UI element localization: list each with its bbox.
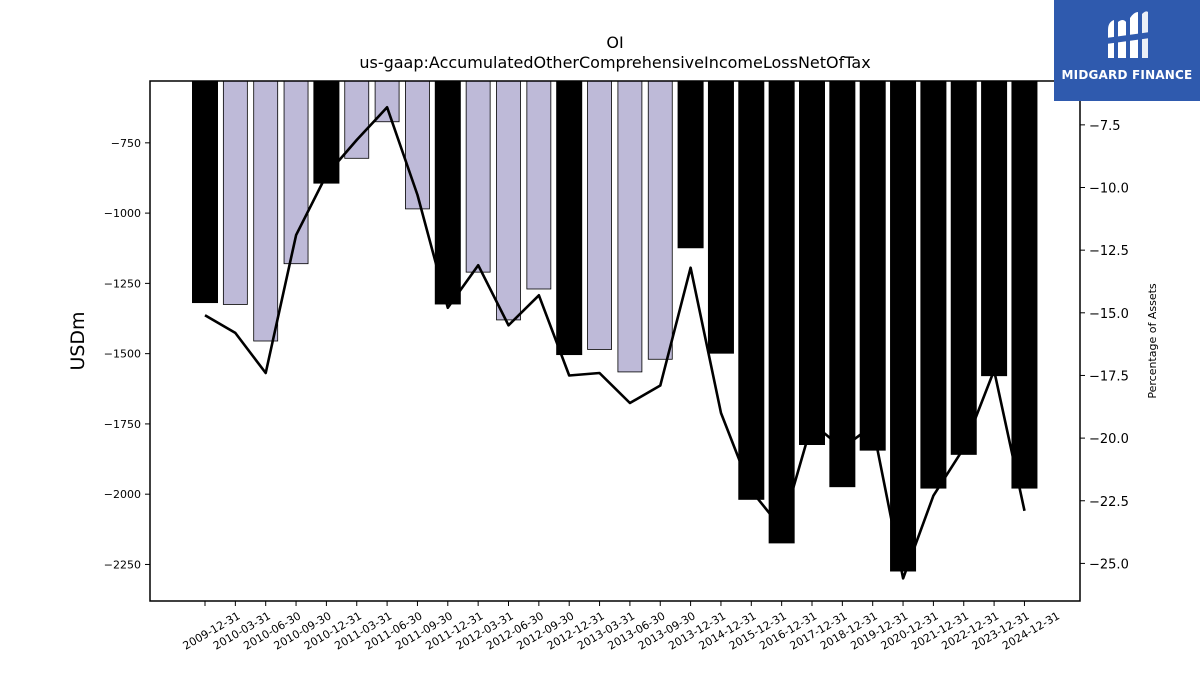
- bar-2012-09-30: [526, 80, 552, 290]
- bar-2015-12-31: [738, 81, 765, 500]
- bar-2021-12-31: [920, 81, 947, 489]
- y-axis-label: USDm: [67, 311, 89, 370]
- bar-2012-12-31: [556, 81, 583, 356]
- y2-axis: −7.5 −10.0 −12.5 −15.0 −17.5 −20.0 −22.5 −25.0: [1080, 119, 1129, 572]
- y2-tick-label: −25.0: [1089, 557, 1129, 572]
- bar-2013-09-30: [647, 80, 673, 360]
- y-tick-label: −2250: [104, 558, 141, 571]
- bar-2017-12-31: [799, 81, 825, 445]
- y-tick-label: −1750: [104, 418, 141, 431]
- chart-subtitle: us-gaap:AccumulatedOtherComprehensiveInc…: [359, 53, 870, 72]
- bar-2011-12-31: [434, 81, 461, 305]
- midgard-logo-icon: [1106, 11, 1150, 59]
- bar-2016-12-31: [768, 81, 795, 544]
- brand-logo: MIDGARD FINANCE: [1054, 0, 1200, 101]
- bars-group: [192, 80, 1038, 572]
- bar-2022-12-31: [950, 81, 977, 455]
- bar-2011-09-30: [405, 80, 430, 210]
- bar-2012-06-30: [496, 80, 521, 321]
- y-axis: −750 −1000 −1250 −1500 −1750 −2000 −2250: [104, 137, 150, 571]
- bar-2012-03-31: [465, 80, 491, 273]
- y2-tick-label: −22.5: [1089, 495, 1129, 510]
- y2-tick-label: −20.0: [1089, 432, 1129, 447]
- x-axis: 2009-12-312010-03-312010-06-302010-09-30…: [181, 601, 1062, 653]
- bar-2013-12-31: [677, 81, 704, 249]
- line-group: [204, 106, 1026, 580]
- y2-tick-label: −7.5: [1089, 119, 1121, 134]
- y2-tick-label: −17.5: [1089, 369, 1129, 384]
- bar-2024-12-31: [1011, 81, 1038, 489]
- bar-2010-12-31: [313, 81, 340, 184]
- y-tick-label: −1000: [104, 207, 141, 220]
- bar-2013-03-31: [587, 80, 612, 350]
- y2-tick-label: −10.0: [1089, 182, 1129, 197]
- bar-2018-12-31: [829, 81, 856, 488]
- bar-2010-03-31: [222, 80, 248, 305]
- plot-frame: [149, 80, 1081, 602]
- y2-axis-label: Percentage of Assets: [1146, 283, 1159, 399]
- bar-2019-12-31: [859, 81, 886, 451]
- bar-2011-03-31: [344, 80, 370, 159]
- y-tick-label: −750: [111, 137, 141, 150]
- bar-2010-06-30: [253, 80, 279, 342]
- bar-2023-12-31: [981, 81, 1008, 377]
- bar-2020-12-31: [890, 81, 917, 572]
- y-tick-label: −1500: [104, 348, 141, 361]
- percentage-line: [204, 106, 1026, 580]
- bar-2014-12-31: [707, 81, 734, 354]
- y2-tick-label: −12.5: [1089, 244, 1129, 259]
- bar-2009-12-31: [192, 81, 218, 304]
- chart-title: OI: [606, 33, 623, 52]
- y-tick-label: −2000: [104, 488, 141, 501]
- y2-tick-label: −15.0: [1089, 307, 1129, 322]
- bar-2013-06-30: [617, 80, 643, 373]
- y-tick-label: −1250: [104, 277, 141, 290]
- brand-logo-text: MIDGARD FINANCE: [1061, 68, 1193, 82]
